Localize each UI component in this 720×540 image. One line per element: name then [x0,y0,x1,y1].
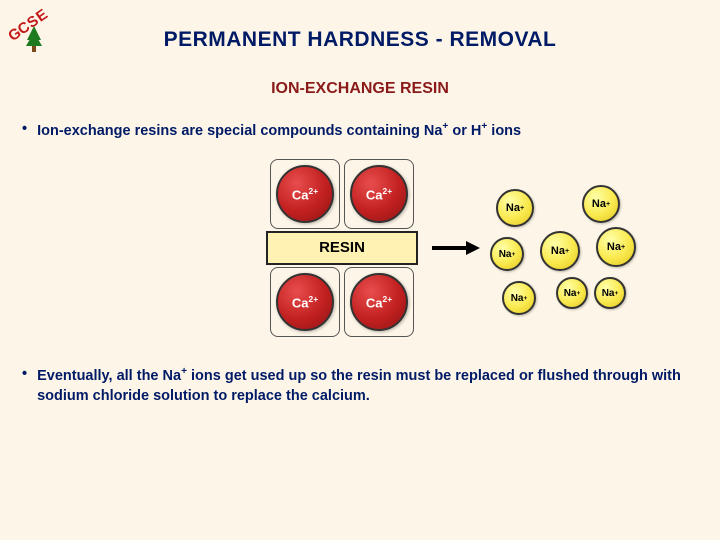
sodium-ion: Na+ [540,231,580,271]
sodium-ion: Na+ [502,281,536,315]
bullet-2: • Eventually, all the Na+ ions get used … [0,365,720,406]
sodium-ion: Na+ [596,227,636,267]
bullet-dot: • [22,120,27,141]
resin-box: RESIN [266,231,418,265]
sodium-ion: Na+ [490,237,524,271]
ion-exchange-diagram: RESIN Ca2+Ca2+Ca2+Ca2+Na+Na+Na+Na+Na+Na+… [0,159,720,339]
bullet-2-text: Eventually, all the Na+ ions get used up… [37,365,690,406]
calcium-ion: Ca2+ [276,273,334,331]
page-title: PERMANENT HARDNESS - REMOVAL [0,0,720,52]
sodium-ion: Na+ [594,277,626,309]
calcium-ion: Ca2+ [276,165,334,223]
sodium-ion: Na+ [496,189,534,227]
section-subtitle: ION-EXCHANGE RESIN [0,80,720,98]
bullet-1: • Ion-exchange resins are special compou… [0,120,720,141]
bullet-dot: • [22,365,27,406]
sodium-ion: Na+ [556,277,588,309]
calcium-ion: Ca2+ [350,165,408,223]
arrow-icon [432,241,482,255]
gcse-logo: G C S E [8,8,60,60]
sodium-ion: Na+ [582,185,620,223]
calcium-ion: Ca2+ [350,273,408,331]
bullet-1-text: Ion-exchange resins are special compound… [37,120,521,141]
